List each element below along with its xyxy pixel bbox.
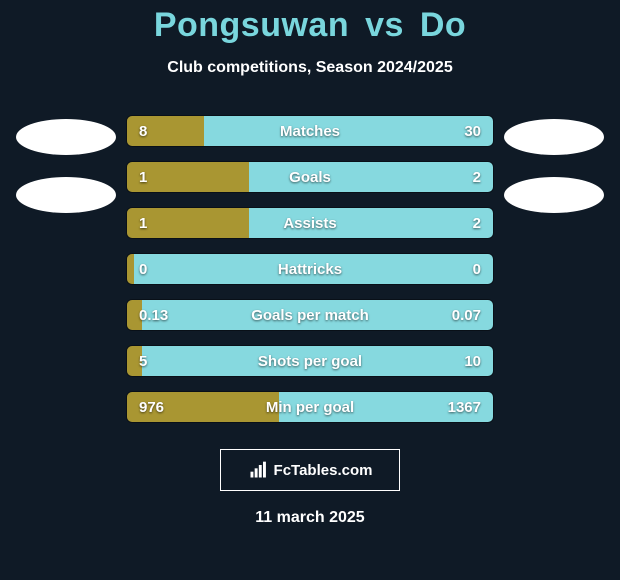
page-title: Pongsuwan vs Do <box>0 6 620 45</box>
stat-bar: 5Shots per goal10 <box>126 345 494 377</box>
main-row: 8Matches30 1Goals2 1Assists2 0Hattricks0 0.1… <box>0 115 620 423</box>
stat-bar-text: 8Matches30 <box>127 116 493 146</box>
right-avatar-2 <box>504 177 604 213</box>
date-text: 11 march 2025 <box>0 509 620 527</box>
stat-label: Goals <box>127 169 493 186</box>
stat-label: Goals per match <box>127 307 493 324</box>
vs-text: vs <box>365 6 404 44</box>
stat-bar-text: 5Shots per goal10 <box>127 346 493 376</box>
player-left-name: Pongsuwan <box>154 6 349 44</box>
stat-bar-text: 976Min per goal1367 <box>127 392 493 422</box>
stat-bar-text: 0Hattricks0 <box>127 254 493 284</box>
left-avatar-col <box>6 115 126 213</box>
right-avatar-1 <box>504 119 604 155</box>
stat-bar-text: 1Assists2 <box>127 208 493 238</box>
stat-bar: 0Hattricks0 <box>126 253 494 285</box>
stat-bar-text: 0.13Goals per match0.07 <box>127 300 493 330</box>
stat-bar-text: 1Goals2 <box>127 162 493 192</box>
stat-label: Shots per goal <box>127 353 493 370</box>
player-right-name: Do <box>420 6 466 44</box>
right-avatar-col <box>494 115 614 213</box>
brand-box: FcTables.com <box>220 449 400 491</box>
stat-bar: 1Goals2 <box>126 161 494 193</box>
left-avatar-1 <box>16 119 116 155</box>
comparison-card: Pongsuwan vs Do Club competitions, Seaso… <box>0 0 620 580</box>
stat-bar: 1Assists2 <box>126 207 494 239</box>
subtitle: Club competitions, Season 2024/2025 <box>0 59 620 77</box>
brand-text: FcTables.com <box>274 462 373 479</box>
left-avatar-2 <box>16 177 116 213</box>
stat-label: Min per goal <box>127 399 493 416</box>
stat-bar: 8Matches30 <box>126 115 494 147</box>
bars-col: 8Matches30 1Goals2 1Assists2 0Hattricks0 0.1… <box>126 115 494 423</box>
chart-icon <box>248 460 268 480</box>
stat-bar: 0.13Goals per match0.07 <box>126 299 494 331</box>
stat-bar: 976Min per goal1367 <box>126 391 494 423</box>
stat-label: Matches <box>127 123 493 140</box>
stat-label: Hattricks <box>127 261 493 278</box>
stat-label: Assists <box>127 215 493 232</box>
